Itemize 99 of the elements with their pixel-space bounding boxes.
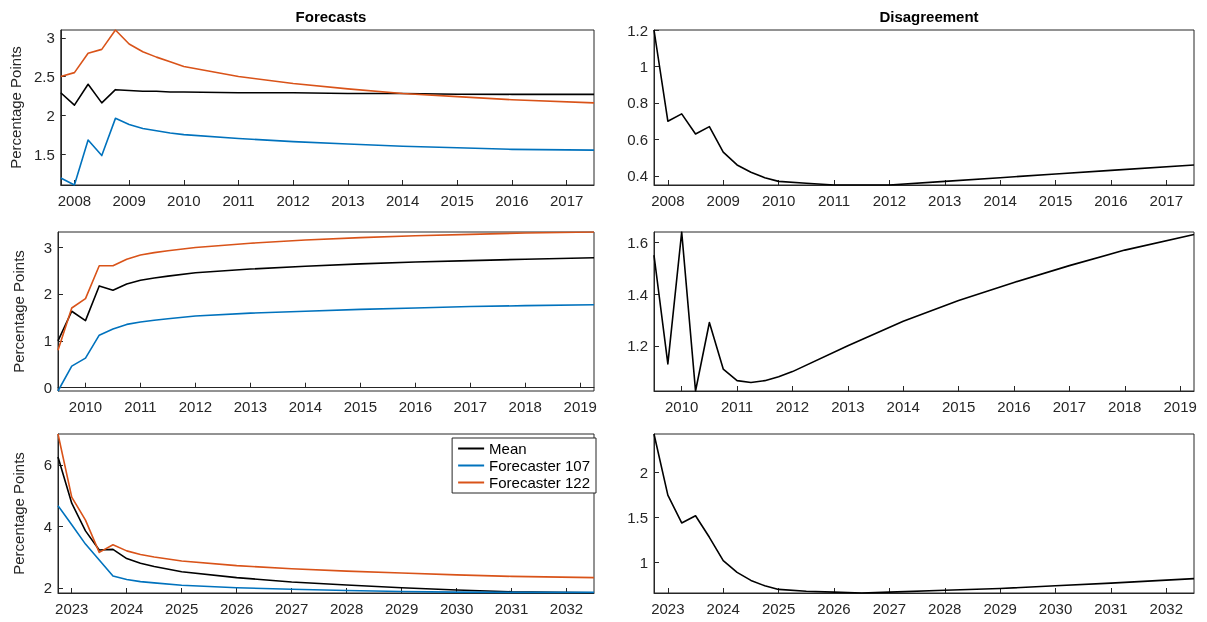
x-tick-label: 2025 (165, 600, 199, 617)
x-tick-label: 2019 (1163, 398, 1197, 415)
x-tick-label: 2013 (233, 398, 268, 415)
x-tick-label: 2019 (563, 398, 597, 415)
y-tick-label: 2 (43, 579, 52, 597)
x-tick-label: 2029 (384, 600, 419, 617)
y-tick-label: 3 (46, 29, 55, 47)
x-tick-label: 2026 (219, 600, 254, 617)
line-series (57, 257, 595, 342)
x-tick-label: 2011 (720, 398, 754, 415)
y-tick-label: 0 (43, 379, 52, 397)
y-tick-label: 0.6 (627, 130, 648, 148)
x-tick-label: 2011 (222, 192, 255, 209)
y-tick-label: 6 (43, 456, 52, 474)
x-tick-label: 2009 (112, 192, 146, 209)
x-tick-label: 2015 (941, 398, 976, 415)
x-tick-label: 2030 (1038, 600, 1073, 617)
x-tick-label: 2015 (343, 398, 378, 415)
x-tick-label: 2017 (1149, 192, 1183, 209)
y-tick-label: 2.5 (33, 68, 55, 85)
y-axis-title: Percentage Points (10, 452, 27, 575)
x-tick-label: 2015 (440, 192, 474, 209)
x-tick-label: 2023 (651, 600, 685, 617)
x-tick-label: 2027 (872, 600, 907, 617)
legend-label: Forecaster 122 (489, 474, 591, 491)
x-tick-label: 2028 (928, 600, 962, 617)
line-series (653, 231, 1195, 392)
x-tick-label: 2032 (1149, 600, 1183, 617)
chart-title: Disagreement (879, 8, 979, 25)
x-tick-label: 2009 (706, 192, 740, 209)
x-tick-label: 2012 (178, 398, 213, 415)
legend-label: Mean (489, 440, 527, 457)
y-axis-title: Percentage Points (10, 250, 27, 373)
x-tick-label: 2010 (167, 192, 201, 209)
x-tick-label: 2010 (665, 398, 699, 415)
chart-title: Forecasts (295, 8, 367, 25)
y-tick-label: 0.4 (627, 167, 648, 185)
x-tick-label: 2014 (886, 398, 920, 415)
x-tick-label: 2018 (508, 398, 542, 415)
line-series (653, 433, 1195, 594)
x-tick-label: 2017 (453, 398, 487, 415)
line-series (57, 231, 595, 351)
x-tick-label: 2023 (55, 600, 89, 617)
line-series (59, 29, 595, 104)
y-tick-label: 1.6 (627, 233, 648, 251)
line-series (59, 83, 595, 106)
x-tick-label: 2011 (817, 192, 851, 209)
x-tick-label: 2024 (110, 600, 144, 617)
y-tick-label: 1.5 (33, 145, 55, 163)
x-tick-label: 2013 (928, 192, 962, 209)
x-tick-label: 2017 (549, 192, 584, 209)
x-tick-label: 2025 (761, 600, 796, 617)
y-tick-label: 0.8 (627, 94, 648, 112)
x-tick-label: 2012 (276, 192, 310, 209)
y-tick-label: 4 (43, 517, 52, 535)
x-tick-label: 2012 (872, 192, 907, 209)
y-tick-label: 1.2 (627, 337, 648, 355)
y-tick-label: 2 (43, 285, 52, 303)
x-tick-label: 2013 (831, 398, 865, 415)
x-tick-label: 2028 (329, 600, 364, 617)
y-tick-label: 1.4 (627, 285, 648, 303)
x-tick-label: 2032 (549, 600, 584, 617)
y-tick-label: 1 (639, 57, 648, 75)
line-series (653, 29, 1195, 186)
x-tick-label: 2026 (817, 600, 851, 617)
x-tick-label: 2010 (761, 192, 796, 209)
x-tick-label: 2031 (494, 600, 529, 617)
y-axis-title: Percentage Points (7, 46, 24, 169)
legend-label: Forecaster 107 (489, 457, 591, 474)
x-tick-label: 2016 (495, 192, 529, 209)
x-tick-label: 2024 (706, 600, 740, 617)
x-tick-label: 2014 (288, 398, 323, 415)
y-tick-label: 2 (639, 464, 648, 482)
x-tick-label: 2027 (274, 600, 309, 617)
x-tick-label: 2017 (1052, 398, 1087, 415)
x-tick-label: 2014 (983, 192, 1017, 209)
line-series (57, 303, 595, 392)
y-tick-label: 1 (639, 553, 648, 571)
y-tick-label: 1.5 (627, 509, 648, 527)
x-tick-label: 2016 (398, 398, 433, 415)
y-tick-label: 1.2 (627, 21, 648, 39)
x-tick-label: 2015 (1038, 192, 1073, 209)
x-tick-label: 2008 (57, 192, 92, 209)
x-tick-label: 2011 (124, 398, 157, 415)
x-tick-label: 2030 (439, 600, 474, 617)
x-tick-label: 2012 (775, 398, 810, 415)
x-tick-label: 2029 (983, 600, 1017, 617)
y-tick-label: 2 (46, 106, 55, 124)
x-tick-label: 2014 (385, 192, 420, 209)
x-tick-label: 2018 (1108, 398, 1142, 415)
x-tick-label: 2008 (651, 192, 685, 209)
line-series (57, 433, 595, 579)
y-tick-label: 3 (43, 238, 52, 256)
x-tick-label: 2013 (331, 192, 365, 209)
x-tick-label: 2031 (1094, 600, 1128, 617)
y-tick-label: 1 (43, 332, 52, 350)
x-tick-label: 2016 (997, 398, 1031, 415)
x-tick-label: 2010 (68, 398, 103, 415)
x-tick-label: 2016 (1094, 192, 1128, 209)
